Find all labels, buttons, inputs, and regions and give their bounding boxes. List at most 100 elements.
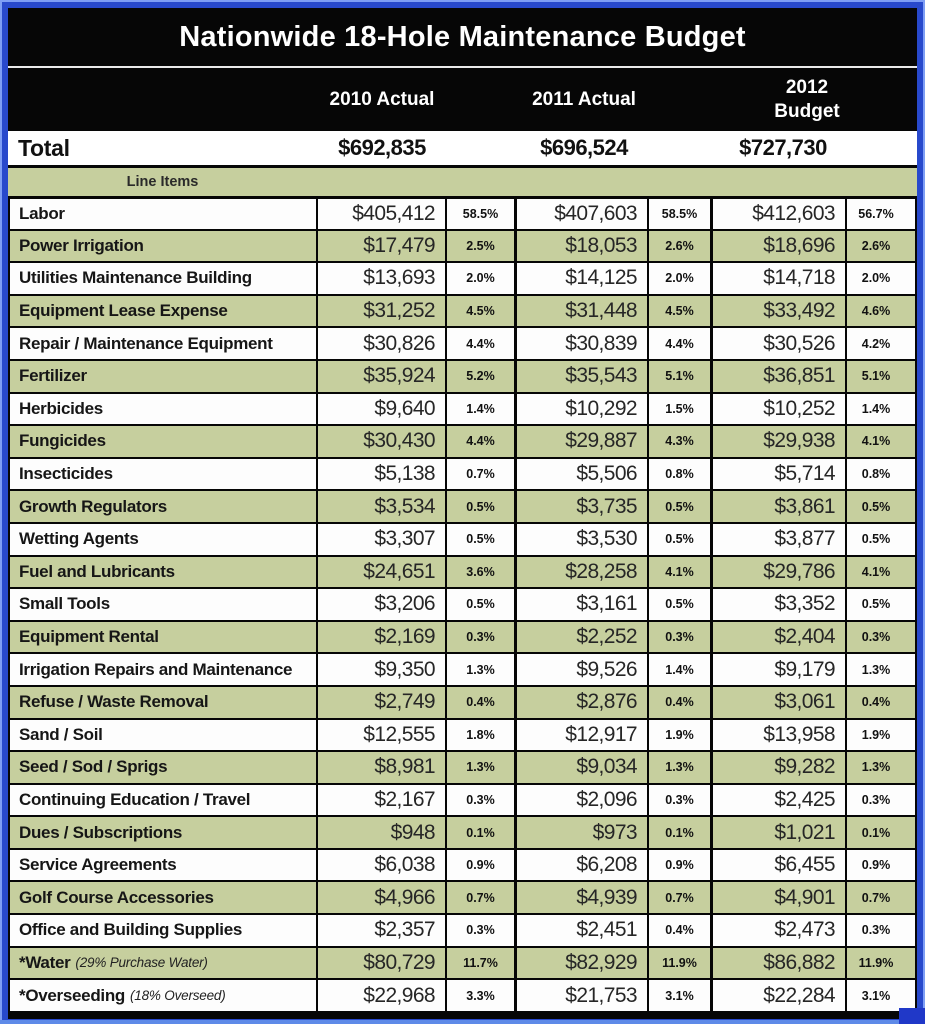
- column-header-row: 2010 Actual 2011 Actual 2012 Budget: [8, 68, 917, 131]
- value-2011: $21,753: [514, 980, 647, 1011]
- percent-2010: 0.5%: [445, 589, 514, 620]
- table-row: Labor $405,412 58.5% $407,603 58.5% $412…: [10, 196, 915, 229]
- value-2012: $22,284: [710, 980, 845, 1011]
- value-2011: $973: [514, 817, 647, 848]
- row-label: *Water: [19, 952, 71, 972]
- value-2012: $412,603: [710, 199, 845, 229]
- percent-2010: 0.3%: [445, 915, 514, 946]
- percent-2010: 0.7%: [445, 882, 514, 914]
- value-2010: $30,826: [316, 328, 445, 359]
- row-label: Seed / Sod / Sprigs: [19, 757, 168, 777]
- table-row: Equipment Lease Expense $31,252 4.5% $31…: [10, 293, 915, 327]
- row-label-cell: *Water (29% Purchase Water): [10, 948, 316, 979]
- percent-2012: 0.5%: [845, 589, 905, 620]
- row-label-cell: Sand / Soil: [10, 720, 316, 751]
- percent-2011: 5.1%: [647, 360, 710, 392]
- value-2010: $5,138: [316, 458, 445, 490]
- selection-border-bottom: [0, 1020, 925, 1024]
- value-2010: $948: [316, 817, 445, 848]
- row-label: Office and Building Supplies: [19, 920, 243, 940]
- percent-2012: 3.1%: [845, 980, 905, 1011]
- percent-2011: 1.9%: [647, 719, 710, 751]
- value-2010: $35,924: [316, 360, 445, 392]
- column-header-2010: 2010 Actual: [329, 88, 435, 110]
- row-label-cell: Fungicides: [10, 426, 316, 457]
- percent-2010: 1.3%: [445, 752, 514, 783]
- row-label: Service Agreements: [19, 855, 177, 875]
- column-header-2012-word: Budget: [774, 100, 840, 122]
- value-2012: $29,938: [710, 426, 845, 457]
- row-label-cell: Service Agreements: [10, 850, 316, 881]
- row-label-cell: Equipment Lease Expense: [10, 296, 316, 327]
- row-label-cell: Golf Course Accessories: [10, 882, 316, 913]
- percent-2010: 4.4%: [445, 426, 514, 457]
- row-label: *Overseeding: [19, 985, 126, 1005]
- percent-2011: 0.8%: [647, 458, 710, 490]
- value-2011: $4,939: [514, 882, 647, 914]
- row-label: Fungicides: [19, 431, 106, 451]
- percent-2010: 4.4%: [445, 328, 514, 359]
- value-2011: $31,448: [514, 295, 647, 327]
- row-label-cell: Seed / Sod / Sprigs: [10, 752, 316, 783]
- percent-2012: 4.2%: [845, 328, 905, 359]
- row-label-cell: Continuing Education / Travel: [10, 785, 316, 816]
- table-row: Seed / Sod / Sprigs $8,981 1.3% $9,034 1…: [10, 750, 915, 783]
- table-row: Continuing Education / Travel $2,167 0.3…: [10, 782, 915, 816]
- percent-2012: 0.5%: [845, 491, 905, 522]
- divider: [8, 165, 917, 168]
- section-band: Line Items: [8, 168, 917, 196]
- percent-2011: 4.3%: [647, 426, 710, 457]
- percent-2012: 0.9%: [845, 849, 905, 881]
- percent-2012: 0.8%: [845, 458, 905, 490]
- row-label: Herbicides: [19, 398, 103, 418]
- row-label: Utilities Maintenance Building: [19, 268, 252, 288]
- percent-2010: 11.7%: [445, 947, 514, 979]
- value-2010: $8,981: [316, 752, 445, 783]
- value-2012: $36,851: [710, 360, 845, 392]
- row-label: Insecticides: [19, 464, 113, 484]
- table-row: Refuse / Waste Removal $2,749 0.4% $2,87…: [10, 684, 915, 718]
- value-2010: $6,038: [316, 849, 445, 881]
- page-title: Nationwide 18-Hole Maintenance Budget: [179, 20, 746, 53]
- value-2010: $13,693: [316, 263, 445, 294]
- column-header-2012-year: 2012: [785, 76, 829, 98]
- percent-2011: 0.5%: [647, 589, 710, 620]
- total-label: Total: [18, 134, 70, 161]
- row-label-cell: Insecticides: [10, 459, 316, 490]
- resize-handle[interactable]: [899, 1008, 925, 1024]
- percent-2012: 0.5%: [845, 523, 905, 555]
- value-2011: $12,917: [514, 719, 647, 751]
- value-2012: $86,882: [710, 947, 845, 979]
- value-2010: $12,555: [316, 719, 445, 751]
- percent-2012: 4.1%: [845, 556, 905, 588]
- value-2010: $3,534: [316, 491, 445, 522]
- value-2012: $33,492: [710, 295, 845, 327]
- percent-2012: 5.1%: [845, 360, 905, 392]
- percent-2012: 0.3%: [845, 915, 905, 946]
- percent-2010: 0.3%: [445, 621, 514, 653]
- table-row: Insecticides $5,138 0.7% $5,506 0.8% $5,…: [10, 456, 915, 490]
- table-row: Growth Regulators $3,534 0.5% $3,735 0.5…: [10, 489, 915, 522]
- row-label-cell: Dues / Subscriptions: [10, 817, 316, 848]
- row-label-cell: Irrigation Repairs and Maintenance: [10, 654, 316, 685]
- percent-2012: 11.9%: [845, 947, 905, 979]
- row-label-cell: Growth Regulators: [10, 491, 316, 522]
- percent-2012: 2.6%: [845, 230, 905, 262]
- table-row: Small Tools $3,206 0.5% $3,161 0.5% $3,3…: [10, 587, 915, 620]
- row-label: Labor: [19, 203, 65, 223]
- percent-2011: 0.7%: [647, 882, 710, 914]
- value-2012: $18,696: [710, 230, 845, 262]
- value-2011: $3,530: [514, 523, 647, 555]
- percent-2011: 1.5%: [647, 393, 710, 425]
- percent-2011: 2.6%: [647, 230, 710, 262]
- table-bottom-border: [8, 1010, 917, 1015]
- percent-2011: 0.4%: [647, 686, 710, 718]
- row-label-cell: Power Irrigation: [10, 231, 316, 262]
- value-2011: $14,125: [514, 263, 647, 294]
- percent-2010: 2.5%: [445, 230, 514, 262]
- value-2012: $13,958: [710, 719, 845, 751]
- percent-2012: 4.1%: [845, 426, 905, 457]
- table-row: Fuel and Lubricants $24,651 3.6% $28,258…: [10, 554, 915, 588]
- value-2010: $2,169: [316, 621, 445, 653]
